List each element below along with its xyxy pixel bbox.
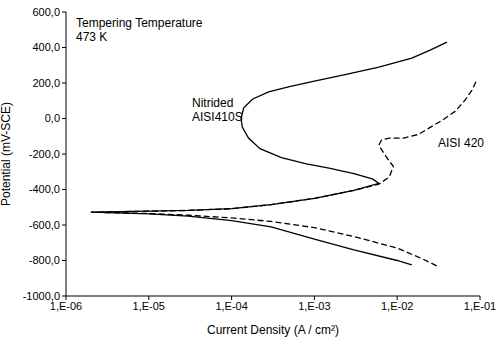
svg-text:-400,0: -400,0 <box>29 183 60 195</box>
svg-text:-1000,0: -1000,0 <box>23 290 60 302</box>
svg-text:1,E-04: 1,E-04 <box>215 300 247 312</box>
svg-text:1,E-02: 1,E-02 <box>381 300 413 312</box>
svg-text:-600,0: -600,0 <box>29 219 60 231</box>
svg-text:Current Density (A / cm²): Current Density (A / cm²) <box>207 323 339 337</box>
svg-text:400,0: 400,0 <box>32 41 60 53</box>
svg-text:600,0: 600,0 <box>32 6 60 18</box>
html-text:Nitrided AISI410S: Nitrided AISI410S <box>192 96 243 124</box>
svg-text:1,E-05: 1,E-05 <box>133 300 165 312</box>
svg-text:1,E-01: 1,E-01 <box>464 300 496 312</box>
html-text:473 K: 473 K <box>76 30 108 44</box>
svg-text:-800,0: -800,0 <box>29 254 60 266</box>
html-text:Tempering Temperature: Tempering Temperature <box>76 16 203 30</box>
svg-text:1,E-06: 1,E-06 <box>49 299 83 312</box>
svg-text:200,0: 200,0 <box>32 77 60 89</box>
html-text:AISI 420: AISI 420 <box>438 136 484 150</box>
svg-text:Potential (mV-SCE): Potential (mV-SCE) <box>8 102 13 206</box>
svg-text:0,0: 0,0 <box>45 112 60 124</box>
svg-text:1,E-03: 1,E-03 <box>298 300 330 312</box>
svg-text:-200,0: -200,0 <box>29 148 60 160</box>
